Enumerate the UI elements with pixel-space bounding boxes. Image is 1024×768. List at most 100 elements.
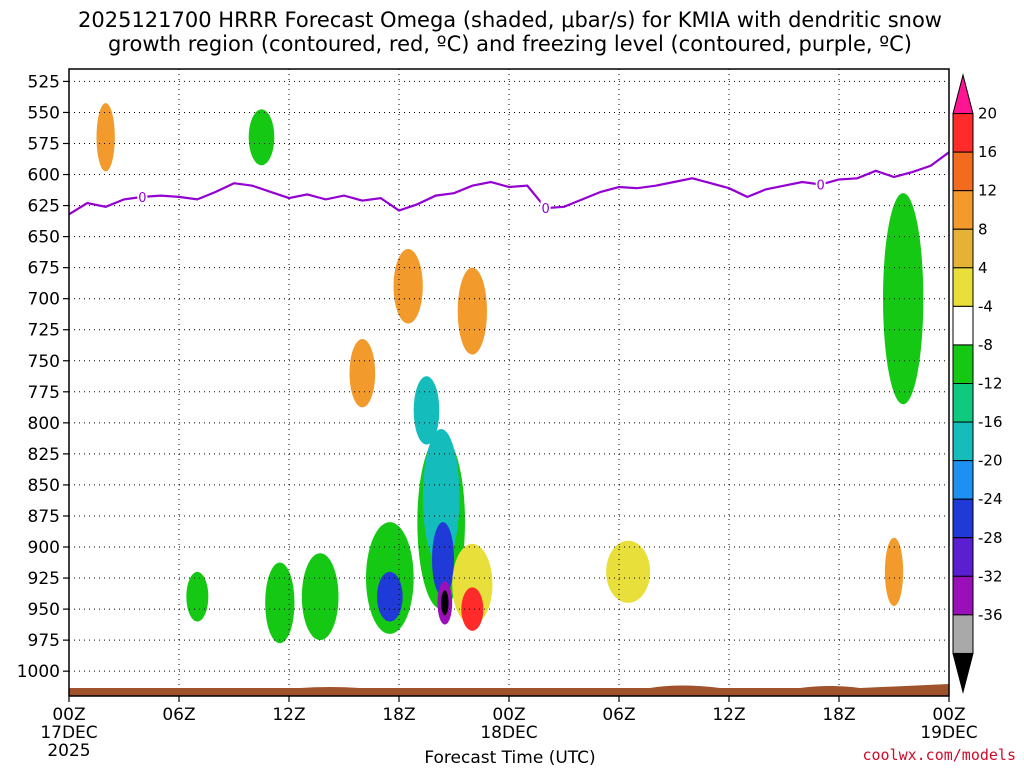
freezing-level-contour: 0 0 0 xyxy=(69,151,949,217)
w-ascent-18z-teal xyxy=(422,429,460,566)
colorbar-label: -4 xyxy=(978,297,993,315)
freezing-label-bg xyxy=(137,188,148,205)
credit-text: coolwx.com/models xyxy=(862,746,1016,764)
w-ascent-18z-blue xyxy=(432,522,454,597)
y-tick-label: 625 xyxy=(28,197,60,217)
colorbar-label: 16 xyxy=(978,143,997,161)
x-tick-label: 12Z xyxy=(272,705,305,725)
chart-title-line2: growth region (contoured, red, ºC) and f… xyxy=(108,32,912,56)
colorbar-swatch xyxy=(952,344,974,384)
freezing-level-label: 0 xyxy=(817,178,825,193)
y-tick-label: 750 xyxy=(28,352,60,372)
colorbar-label: -36 xyxy=(978,606,1003,624)
colorbar: 20 16 12 8 4 -4 -8 -12 -16 -20 -24 -28 -32 -36 xyxy=(952,73,1003,694)
colorbar-label: 12 xyxy=(978,182,997,200)
colorbar-swatch xyxy=(952,228,974,269)
colorbar-swatch xyxy=(952,113,974,153)
colorbar-swatch xyxy=(952,614,974,654)
gridlines xyxy=(69,69,949,696)
colorbar-swatch xyxy=(952,498,974,539)
colorbar-swatch xyxy=(952,73,974,115)
w-descent-30z xyxy=(606,540,651,603)
y-tick-label: 800 xyxy=(28,414,60,434)
w-ascent-16z-blue xyxy=(377,571,403,622)
colorbar-label: -32 xyxy=(978,567,1003,585)
freezing-level-label: 0 xyxy=(542,202,550,217)
plot-background xyxy=(69,69,949,696)
x-tick-label: 00Z xyxy=(52,705,85,725)
colorbar-label: 4 xyxy=(978,259,988,277)
w-ascent-13z-green xyxy=(301,553,339,641)
colorbar-label: 20 xyxy=(978,105,997,123)
y-tick-label: 950 xyxy=(28,600,60,620)
colorbar-label: -20 xyxy=(978,452,1003,470)
colorbar-swatch xyxy=(952,151,974,192)
w-descent-18z-mid xyxy=(393,249,423,324)
colorbar-label: -16 xyxy=(978,413,1003,431)
w-ascent-10z-top xyxy=(248,109,275,166)
colorbar-label: -8 xyxy=(978,336,993,354)
w-descent-21z-mid xyxy=(457,267,488,355)
y-tick-label: 725 xyxy=(28,321,60,341)
x-tick-date: 18DEC xyxy=(480,723,537,743)
colorbar-swatch xyxy=(952,305,974,346)
w-descent-16z-mid xyxy=(349,339,376,408)
y-tick-label: 875 xyxy=(28,507,60,527)
w-ascent-46z-green xyxy=(883,193,924,405)
y-tick-label: 675 xyxy=(28,259,60,279)
x-tick-label: 00Z xyxy=(932,705,965,725)
y-tick-label: 700 xyxy=(28,290,60,310)
y-tick-label: 525 xyxy=(28,72,60,92)
y-tick-label: 825 xyxy=(28,445,60,465)
colorbar-label: -28 xyxy=(978,529,1003,547)
x-tick-date: 17DEC xyxy=(40,723,97,743)
y-tick-label: 925 xyxy=(28,569,60,589)
y-axis: 525 550 575 600 625 650 675 700 725 750 775 800 825 8… xyxy=(17,72,69,682)
plot-area: 0 0 0 xyxy=(69,69,949,696)
w-descent-02z-top xyxy=(96,103,115,172)
colorbar-swatch xyxy=(952,190,974,230)
y-tick-label: 775 xyxy=(28,383,60,403)
x-tick-label: 06Z xyxy=(602,705,635,725)
chart-title-line1: 2025121700 HRRR Forecast Omega (shaded, … xyxy=(78,8,942,32)
w-ascent-18z-black xyxy=(441,590,449,616)
freezing-level-line xyxy=(69,151,949,216)
colorbar-label: 8 xyxy=(978,220,988,238)
x-tick-year: 2025 xyxy=(47,741,90,761)
colorbar-label: -24 xyxy=(978,490,1003,508)
y-tick-label: 600 xyxy=(28,166,60,186)
omega-shading xyxy=(96,103,924,644)
y-tick-label: 650 xyxy=(28,228,60,248)
w-descent-45z-low xyxy=(884,537,904,606)
colorbar-swatch xyxy=(952,652,974,694)
w-ascent-19z-upper xyxy=(413,376,440,445)
y-tick-label: 550 xyxy=(28,103,60,123)
colorbar-swatch xyxy=(952,421,974,462)
w-ascent-11z-green xyxy=(265,562,295,644)
y-tick-label: 850 xyxy=(28,476,60,496)
x-tick-label: 12Z xyxy=(712,705,745,725)
x-tick-date: 19DEC xyxy=(920,723,977,743)
colorbar-swatch xyxy=(952,383,974,423)
colorbar-label: -12 xyxy=(978,375,1003,393)
colorbar-swatch xyxy=(952,267,974,307)
colorbar-swatch xyxy=(952,575,974,616)
y-tick-label: 975 xyxy=(28,631,60,651)
y-tick-label: 575 xyxy=(28,134,60,154)
colorbar-swatch xyxy=(952,537,974,577)
y-tick-label: 1000 xyxy=(17,662,60,682)
freezing-level-label: 0 xyxy=(138,191,146,206)
x-tick-label: 18Z xyxy=(822,705,855,725)
freezing-label-bg xyxy=(815,176,826,193)
x-tick-label: 18Z xyxy=(382,705,415,725)
colorbar-swatch xyxy=(952,460,974,500)
y-tick-label: 900 xyxy=(28,538,60,558)
w-ascent-07z-green xyxy=(186,571,209,622)
x-tick-label: 06Z xyxy=(162,705,195,725)
w-descent-21z-red xyxy=(461,587,484,631)
x-axis-title: Forecast Time (UTC) xyxy=(424,748,595,768)
freezing-label-bg xyxy=(540,200,551,217)
x-tick-label: 00Z xyxy=(492,705,525,725)
